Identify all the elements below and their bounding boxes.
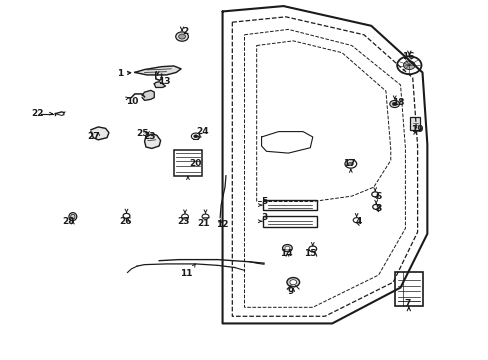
FancyBboxPatch shape [263,200,316,211]
Circle shape [178,34,185,39]
Text: 12: 12 [216,220,228,229]
Circle shape [193,135,197,138]
Polygon shape [135,66,181,75]
Text: 26: 26 [119,217,131,226]
Text: 13: 13 [158,77,170,86]
Text: 20: 20 [189,159,202,168]
Text: 3: 3 [260,213,266,222]
Text: 7: 7 [404,299,410,308]
Circle shape [344,159,356,168]
Circle shape [391,102,396,106]
Text: 6: 6 [375,192,381,201]
Text: 14: 14 [279,249,292,258]
FancyBboxPatch shape [173,149,202,176]
Text: 25: 25 [136,129,148,138]
FancyBboxPatch shape [394,272,422,306]
Text: 5: 5 [260,197,266,206]
Text: 27: 27 [87,132,100,141]
Circle shape [396,56,421,74]
Polygon shape [91,127,109,140]
Circle shape [403,61,414,69]
Text: 16: 16 [401,52,413,61]
Text: 23: 23 [177,217,189,226]
Text: 17: 17 [342,159,355,168]
FancyBboxPatch shape [263,216,316,226]
Text: 4: 4 [355,217,362,226]
Circle shape [347,162,352,166]
Ellipse shape [71,214,75,219]
Text: 1: 1 [117,69,123,78]
Text: 11: 11 [180,269,192,278]
Ellipse shape [69,213,77,221]
Text: 28: 28 [62,217,75,226]
Text: 19: 19 [410,125,423,134]
Text: 23: 23 [143,132,155,141]
Text: 8: 8 [375,204,381,213]
Circle shape [282,244,292,252]
Text: 15: 15 [304,249,316,258]
Circle shape [175,32,188,41]
Text: 10: 10 [126,96,138,105]
Circle shape [289,280,296,285]
Text: 2: 2 [182,27,188,36]
Circle shape [389,100,399,108]
Circle shape [285,246,289,250]
Polygon shape [142,90,154,100]
Polygon shape [144,134,160,148]
Polygon shape [154,82,165,87]
Circle shape [286,278,299,287]
Text: 24: 24 [196,127,209,136]
Text: 22: 22 [31,109,43,118]
Text: 18: 18 [391,98,404,107]
Text: 21: 21 [196,219,209,228]
Text: 9: 9 [287,287,293,296]
FancyBboxPatch shape [409,117,419,130]
